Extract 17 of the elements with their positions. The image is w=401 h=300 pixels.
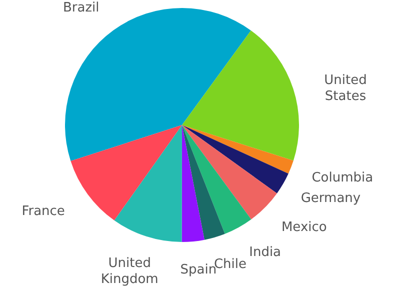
slice-label: Mexico <box>281 220 327 236</box>
slice-label: Columbia <box>312 170 374 186</box>
pie-slice <box>114 125 182 242</box>
pie-slice <box>182 125 252 234</box>
slice-label: France <box>22 204 65 219</box>
slice-label: Brazil <box>63 0 100 16</box>
pie-slice <box>182 125 288 194</box>
slice-label: United Kingdom <box>100 256 158 288</box>
slice-label: Germany <box>300 190 361 206</box>
pie-slice <box>182 125 225 240</box>
pie-slice <box>182 125 277 220</box>
slice-label: India <box>249 244 282 260</box>
pie-slice <box>70 125 182 220</box>
pie-slice <box>182 30 299 161</box>
pie-slice <box>182 125 204 242</box>
pie-slice <box>182 125 294 174</box>
slice-label: United States <box>324 73 367 104</box>
